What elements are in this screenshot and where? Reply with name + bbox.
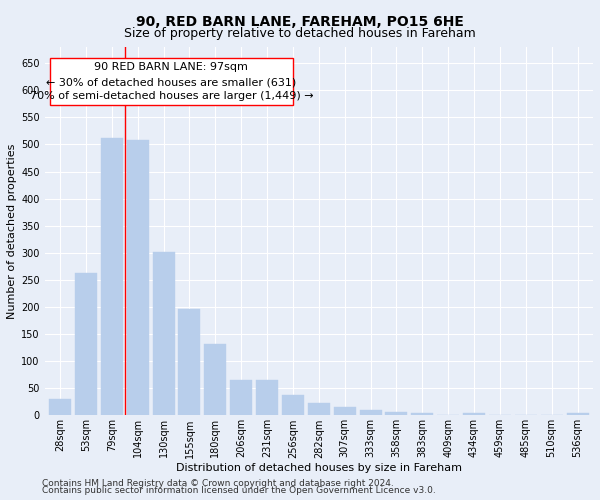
Text: ← 30% of detached houses are smaller (631): ← 30% of detached houses are smaller (63…	[46, 78, 296, 88]
Bar	[463, 412, 485, 416]
Text: 70% of semi-detached houses are larger (1,449) →: 70% of semi-detached houses are larger (…	[29, 91, 313, 101]
Bar	[49, 399, 71, 415]
Bar	[359, 410, 382, 416]
Bar	[385, 412, 407, 416]
Bar	[178, 309, 200, 416]
Bar	[308, 404, 330, 415]
Text: Size of property relative to detached houses in Fareham: Size of property relative to detached ho…	[124, 28, 476, 40]
Bar	[205, 344, 226, 416]
Bar	[230, 380, 252, 416]
Text: Contains public sector information licensed under the Open Government Licence v3: Contains public sector information licen…	[42, 486, 436, 495]
Text: 90 RED BARN LANE: 97sqm: 90 RED BARN LANE: 97sqm	[94, 62, 248, 72]
Bar	[282, 395, 304, 415]
Text: 90, RED BARN LANE, FAREHAM, PO15 6HE: 90, RED BARN LANE, FAREHAM, PO15 6HE	[136, 15, 464, 29]
Bar	[75, 273, 97, 416]
Bar	[256, 380, 278, 416]
Bar	[412, 412, 433, 416]
Y-axis label: Number of detached properties: Number of detached properties	[7, 144, 17, 319]
Bar	[334, 407, 356, 416]
Bar	[101, 138, 123, 415]
FancyBboxPatch shape	[50, 58, 293, 106]
Text: Contains HM Land Registry data © Crown copyright and database right 2024.: Contains HM Land Registry data © Crown c…	[42, 478, 394, 488]
Bar	[127, 140, 149, 415]
X-axis label: Distribution of detached houses by size in Fareham: Distribution of detached houses by size …	[176, 463, 462, 473]
Bar	[152, 252, 175, 416]
Bar	[566, 412, 589, 416]
